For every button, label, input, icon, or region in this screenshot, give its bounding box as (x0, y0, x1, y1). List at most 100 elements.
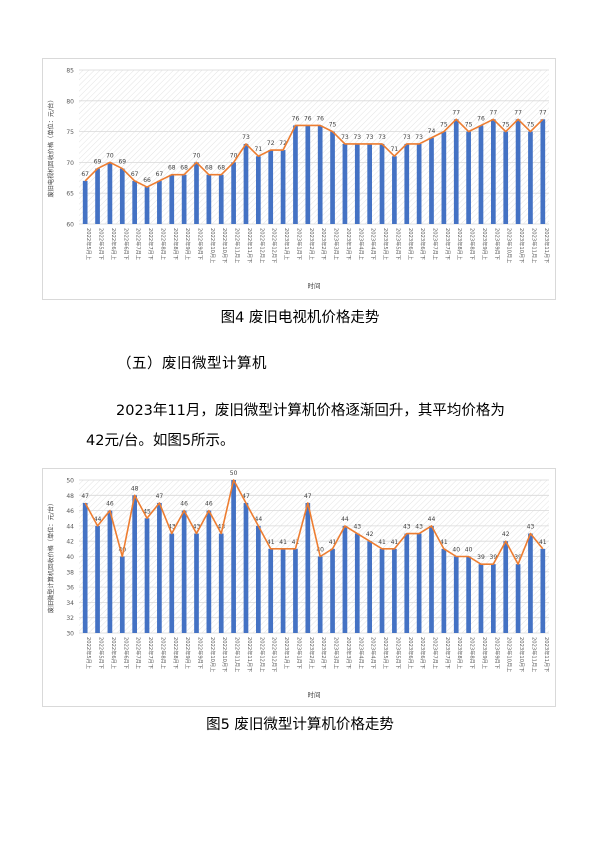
x-tick-label: 2023年10月上 (506, 637, 514, 672)
chart-computer-price-svg: 30 32 34 36 38 40 42 44 46 48 50 47 2022年5月上 44 2022年5… (47, 470, 551, 699)
data-label: 77 (539, 109, 547, 116)
x-tick-label: 2023年3月下 (345, 637, 353, 669)
y-tick-label: 40 (66, 554, 74, 561)
trend-line (84, 118, 544, 188)
bar (293, 125, 298, 224)
data-label: 46 (180, 501, 188, 508)
data-label: 47 (304, 493, 312, 500)
bar (466, 556, 471, 633)
data-label: 40 (316, 547, 324, 554)
x-tick-label: 2023年9月上 (481, 637, 489, 669)
bar (280, 150, 286, 224)
data-label: 76 (292, 115, 300, 122)
bar (453, 556, 459, 633)
bar (119, 168, 125, 224)
x-tick-label: 2023年4月下 (370, 637, 378, 669)
data-label: 69 (118, 159, 126, 166)
x-tick-label: 2023年4月上 (357, 228, 365, 260)
y-tick-label: 38 (66, 569, 74, 576)
data-label: 77 (514, 109, 522, 116)
data-label: 73 (353, 134, 361, 141)
x-tick-label: 2023年7月上 (432, 228, 440, 260)
bar (268, 150, 274, 224)
x-tick-label: 2023年11月下 (543, 637, 551, 672)
x-tick-label: 2022年10月下 (221, 637, 229, 672)
data-label: 41 (378, 539, 386, 546)
data-label: 73 (341, 134, 349, 141)
data-label: 71 (391, 146, 399, 153)
x-tick-label: 2023年3月下 (345, 228, 353, 260)
x-tick-label: 2023年8月上 (456, 228, 464, 260)
x-tick-label: 2022年6月上 (110, 637, 118, 669)
x-tick-label: 2023年10月下 (518, 228, 526, 263)
bar (342, 143, 348, 224)
bar (305, 125, 311, 224)
x-tick-label: 2022年9月下 (197, 637, 205, 669)
bar (478, 564, 484, 633)
x-tick-label: 2022年11月上 (234, 228, 242, 263)
bar (441, 548, 447, 633)
data-label: 46 (205, 501, 213, 508)
x-tick-label: 2023年9月上 (481, 228, 489, 260)
x-tick-label: 2023年2月上 (308, 637, 316, 669)
x-tick-label: 2022年8月上 (159, 637, 167, 669)
data-label: 45 (143, 508, 151, 515)
bar (255, 156, 261, 224)
chart-computer-price: 30 32 34 36 38 40 42 44 46 48 50 47 2022年5月上 44 2022年5… (42, 468, 556, 707)
data-label: 67 (131, 171, 139, 178)
data-label: 73 (242, 134, 250, 141)
x-tick-label: 2023年8月下 (469, 637, 477, 669)
x-tick-label: 2023年1月下 (295, 228, 303, 260)
x-tick-label: 2023年4月上 (357, 637, 365, 669)
x-tick-label: 2022年11月下 (246, 228, 254, 263)
x-tick-label: 2022年5月上 (85, 228, 93, 260)
bar (354, 143, 360, 224)
x-tick-label: 2023年10月上 (506, 228, 514, 263)
x-axis-title: 时间 (308, 281, 321, 290)
x-tick-label: 2022年7月上 (135, 228, 143, 260)
bar (107, 162, 113, 224)
x-axis-title: 时间 (308, 690, 321, 699)
x-tick-label: 2023年7月下 (444, 637, 452, 669)
bar (280, 548, 286, 633)
data-label: 73 (403, 134, 411, 141)
data-label: 73 (378, 134, 386, 141)
bar (478, 125, 484, 224)
bar (528, 533, 533, 633)
data-label: 75 (527, 122, 535, 129)
bar (429, 137, 434, 224)
x-tick-label: 2022年8月下 (172, 637, 180, 669)
bar (354, 533, 360, 633)
bar (379, 143, 385, 224)
x-tick-label: 2022年6月上 (110, 228, 118, 260)
bar (95, 525, 100, 633)
bar (132, 180, 138, 224)
data-label: 40 (118, 547, 126, 554)
data-label: 41 (539, 539, 547, 546)
y-tick-label: 48 (66, 493, 74, 500)
data-label: 43 (403, 524, 411, 531)
bar (206, 174, 212, 224)
data-label: 43 (168, 524, 176, 531)
y-tick-label: 50 (66, 478, 74, 485)
x-tick-label: 2022年8月下 (172, 228, 180, 260)
x-tick-label: 2022年12月上 (258, 637, 266, 672)
x-tick-label: 2023年8月上 (456, 637, 464, 669)
x-tick-label: 2023年2月下 (320, 637, 328, 669)
bar (416, 533, 422, 633)
x-tick-label: 2023年1月上 (283, 228, 291, 260)
x-tick-label: 2022年9月上 (184, 637, 192, 669)
y-tick-label: 36 (66, 585, 74, 592)
bar (330, 131, 335, 224)
y-tick-label: 75 (66, 129, 74, 136)
x-tick-label: 2022年12月下 (271, 637, 279, 672)
x-tick-label: 2023年6月上 (407, 637, 415, 669)
x-tick-label: 2022年7月下 (147, 637, 155, 669)
x-tick-label: 2022年7月上 (135, 637, 143, 669)
bar (157, 180, 162, 224)
data-label: 76 (316, 115, 324, 122)
bar (243, 502, 249, 633)
plot-area-background (79, 70, 549, 224)
bar (169, 533, 175, 633)
x-tick-label: 2023年11月下 (543, 228, 551, 263)
